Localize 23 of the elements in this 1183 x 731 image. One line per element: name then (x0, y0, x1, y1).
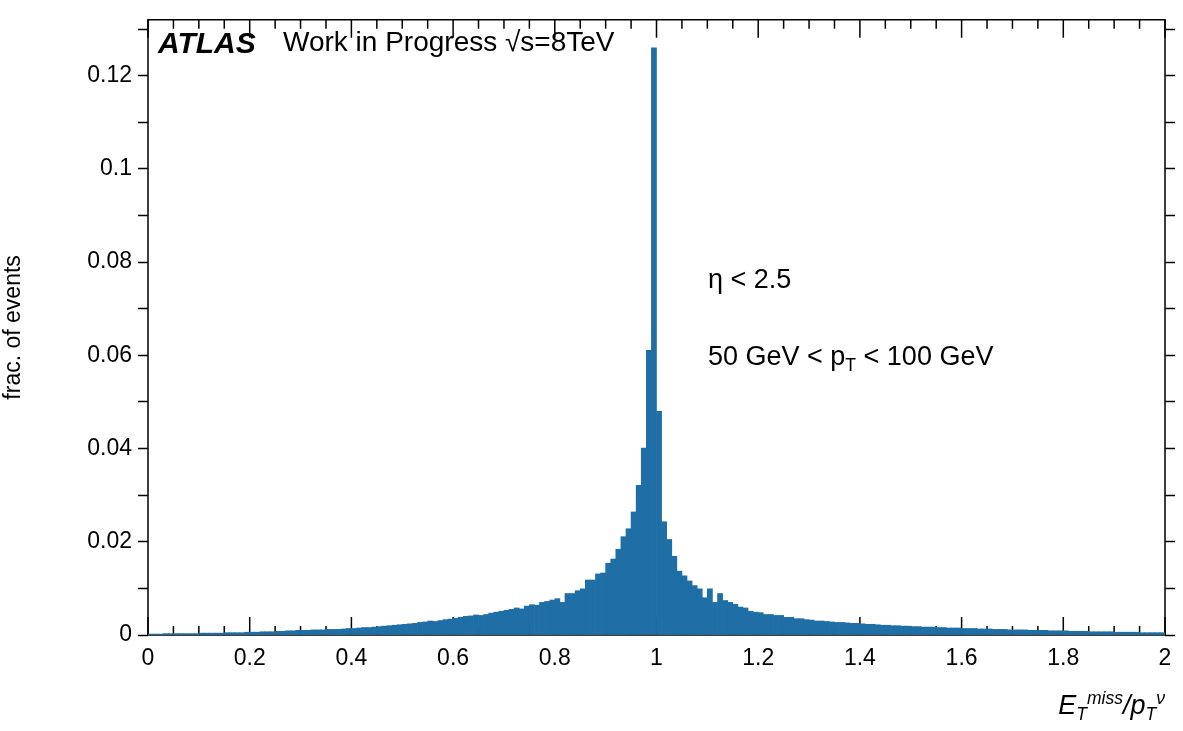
y-tick-label: 0.08 (87, 247, 132, 274)
y-tick-label: 0.02 (87, 527, 132, 554)
x-tick-label: 0.6 (437, 644, 470, 671)
x-tick-label: 1.6 (945, 644, 978, 671)
x-tick-label: 0.4 (335, 644, 368, 671)
x-tick-label: 0 (141, 644, 155, 671)
annotation: η < 2.5 (708, 264, 792, 294)
x-tick-label: 2 (1158, 644, 1172, 671)
y-tick-label: 0.04 (87, 433, 133, 460)
x-tick-label: 0.2 (233, 644, 266, 671)
annotation: Work in Progress √s=8TeV (283, 26, 615, 57)
annotation: ATLAS (158, 26, 256, 59)
x-tick-label: 1.2 (742, 644, 775, 671)
y-tick-label: 0.06 (87, 340, 132, 367)
y-axis-title: frac. of events (0, 255, 26, 400)
y-tick-label: 0.1 (100, 154, 132, 181)
x-tick-label: 1.8 (1047, 644, 1080, 671)
x-tick-label: 0.8 (538, 644, 571, 671)
y-tick-label: 0.12 (87, 61, 132, 88)
x-tick-label: 1 (650, 644, 663, 671)
x-tick-label: 1.4 (843, 644, 877, 671)
annotation: 50 GeV < p$_{T}$ < 100 GeV (708, 341, 994, 376)
y-tick-label: 0 (119, 620, 132, 647)
